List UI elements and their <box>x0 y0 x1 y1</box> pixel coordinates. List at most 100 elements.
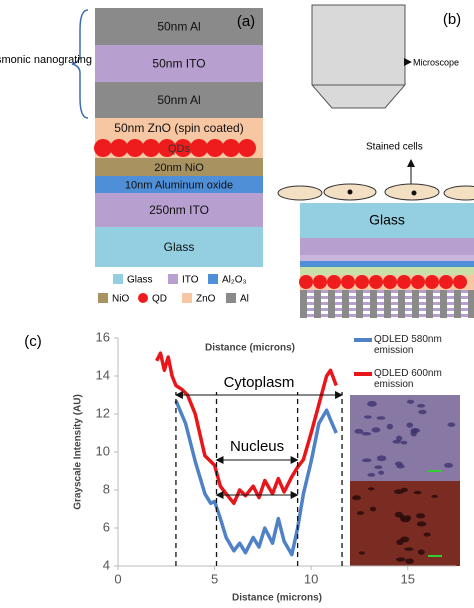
layer-label: 50nm ZnO (spin coated) <box>114 121 243 135</box>
grating-ito <box>405 314 412 317</box>
photo-cell <box>400 440 408 445</box>
photo-cell <box>368 487 375 491</box>
layer-label: Glass <box>164 240 195 254</box>
cells <box>277 183 474 201</box>
legend-label: Al <box>240 294 249 305</box>
y-tick-label: 6 <box>103 519 110 534</box>
chart-title: Distance (microns) <box>205 343 295 354</box>
grating-ito <box>349 302 356 305</box>
grating-ito <box>363 290 370 293</box>
grating-ito <box>349 308 356 311</box>
annotation: Cytoplasm <box>224 374 295 391</box>
quantum-dot <box>383 275 397 289</box>
layer-label: 50nm ITO <box>152 57 205 71</box>
y-tick-label: 14 <box>96 367 110 382</box>
legend-entry: QDLED 600nm emission <box>374 368 442 390</box>
photo-cell <box>400 517 410 523</box>
grating-al <box>370 290 377 318</box>
photo-cell <box>416 513 426 519</box>
photo-cell <box>393 489 404 495</box>
x-axis-label: Distance (microns) <box>232 593 322 604</box>
photo-cell <box>361 431 372 436</box>
grating-ito <box>461 308 468 311</box>
x-tick-label: 15 <box>400 571 414 586</box>
grating-ito <box>321 302 328 305</box>
quantum-dot <box>313 275 327 289</box>
quantum-dot <box>355 275 369 289</box>
grating-ito <box>447 308 454 311</box>
y-tick-label: 10 <box>96 443 110 458</box>
quantum-dot <box>453 275 467 289</box>
grating-ito <box>377 314 384 317</box>
layer <box>95 227 263 267</box>
grating-ito <box>461 290 468 293</box>
grating-ito <box>419 314 426 317</box>
quantum-dot <box>158 139 176 157</box>
grating-ito <box>461 302 468 305</box>
layer <box>95 176 263 193</box>
legend-swatch <box>208 274 218 284</box>
layer <box>95 8 263 45</box>
grating-ito <box>335 296 342 299</box>
grating-ito <box>321 308 328 311</box>
grating-ito <box>391 290 398 293</box>
grating-ito <box>321 290 328 293</box>
grating-ito <box>377 290 384 293</box>
cells-label: Stained cells <box>366 142 423 153</box>
layer <box>95 82 263 118</box>
x-tick-label: 0 <box>114 571 121 586</box>
bracket-label: Plasmonic nanograting <box>0 54 92 66</box>
glass-label: Glass <box>369 212 405 228</box>
photo-cell <box>367 400 377 407</box>
legend-label: Al₂O₃ <box>222 275 247 286</box>
quantum-dot <box>327 275 341 289</box>
photo-cell <box>369 506 377 512</box>
photo-cells <box>352 399 456 564</box>
grating-ito <box>349 290 356 293</box>
grating-ito <box>307 296 314 299</box>
photo-cell <box>396 464 405 469</box>
grating-ito <box>405 290 412 293</box>
photo-cell <box>447 422 456 427</box>
grating-ito <box>377 308 384 311</box>
grating-ito <box>433 314 440 317</box>
grating-al <box>454 290 461 318</box>
grating-ito <box>433 302 440 305</box>
layer <box>95 45 263 82</box>
quantum-dot <box>174 139 192 157</box>
grating-al <box>342 290 349 318</box>
layer <box>95 193 263 227</box>
quantum-dot <box>126 139 144 157</box>
photo-cell <box>406 399 415 404</box>
grating-al <box>426 290 433 318</box>
grating-al <box>300 290 307 318</box>
grating-ito <box>335 290 342 293</box>
photo-cell <box>367 473 376 477</box>
grating-al <box>384 290 391 318</box>
photo-cell <box>386 423 394 430</box>
y-tick-label: 12 <box>96 405 110 420</box>
photo-cell <box>395 557 406 562</box>
scale-bar <box>428 555 442 557</box>
grating-ito <box>349 314 356 317</box>
photo-cell <box>396 435 403 442</box>
photo <box>350 395 460 481</box>
photo-cell <box>374 465 383 470</box>
grating-al <box>412 290 419 318</box>
legend-swatch <box>98 293 108 303</box>
grating-ito <box>419 302 426 305</box>
grating-ito <box>377 296 384 299</box>
y-tick-label: 8 <box>103 481 110 496</box>
photo-cell <box>358 551 366 555</box>
nucleus <box>347 189 353 195</box>
grating-ito <box>321 314 328 317</box>
quantum-dot <box>397 275 411 289</box>
grating-ito <box>307 314 314 317</box>
photo-cell <box>357 511 364 515</box>
microscope-label: Microscope <box>413 57 459 67</box>
grating-ito <box>391 308 398 311</box>
arrow-head <box>404 58 412 66</box>
legend-label: ZnO <box>196 294 216 305</box>
grating <box>300 290 474 318</box>
